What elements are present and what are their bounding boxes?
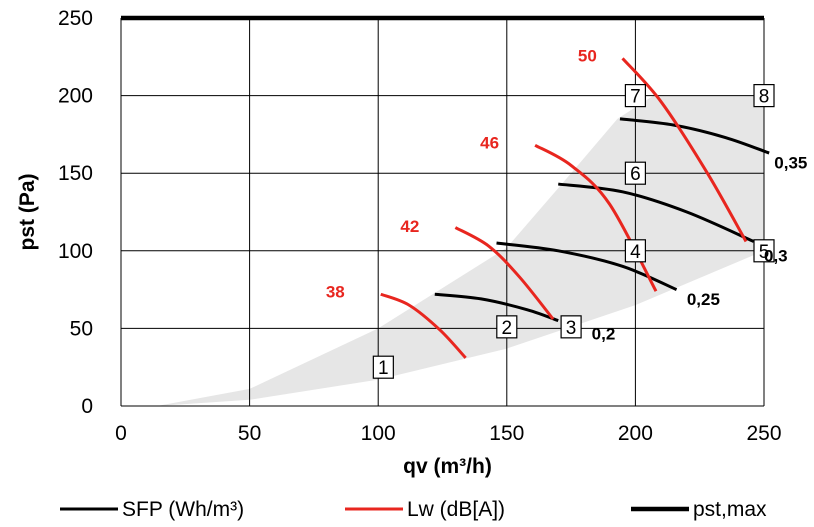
legend: SFP (Wh/m³) Lw (dB[A]) pst,max [60, 498, 767, 521]
box-number: 2 [502, 318, 513, 339]
operating-point-box: 6 [624, 161, 647, 185]
box-frame [753, 83, 775, 108]
x-tick-label: 150 [489, 422, 524, 445]
sfp-curve-label: 0,3 [764, 247, 788, 266]
y-axis-title: pst (Pa) [16, 173, 39, 250]
box-frame [624, 83, 647, 108]
box-frame [624, 161, 647, 185]
box-number: 4 [630, 242, 641, 263]
box-frame [560, 315, 582, 339]
box-frame [753, 239, 775, 263]
lw-curve-label: 46 [480, 133, 499, 152]
y-tick-label: 100 [58, 240, 93, 263]
legend-label: Lw (dB[A]) [407, 498, 505, 521]
lw-curve-label: 42 [400, 217, 419, 236]
y-tick-label: 150 [58, 162, 93, 185]
y-tick-label: 200 [58, 85, 93, 108]
box-number: 8 [759, 87, 770, 108]
x-tick-label: 50 [238, 422, 261, 445]
box-frame [496, 315, 518, 339]
operating-point-box: 4 [624, 239, 647, 263]
x-tick-label: 250 [746, 422, 781, 445]
box-frame [372, 355, 394, 379]
operating-point-boxes: 1 2 3 4 5 6 7 8 [372, 83, 775, 379]
box-number: 5 [759, 242, 770, 263]
box-frame [624, 239, 647, 263]
x-tick-label: 100 [361, 422, 396, 445]
x-axis-title: qv (m³/h) [403, 455, 492, 478]
lw-curve [454, 226, 555, 321]
sfp-curve [558, 182, 755, 243]
operating-point-box: 2 [496, 315, 518, 339]
x-tick-label: 0 [115, 422, 127, 445]
lw-curve-label: 38 [326, 282, 345, 301]
y-tick-label: 0 [81, 395, 93, 418]
operating-point-box: 8 [753, 83, 775, 108]
operating-point-box: 3 [560, 315, 582, 339]
x-tick-label: 200 [618, 422, 653, 445]
operating-point-box: 5 [753, 239, 775, 263]
sfp-curve [496, 241, 678, 291]
y-tick-label: 250 [58, 7, 93, 30]
operating-point-box: 1 [372, 355, 394, 379]
lw-curve [621, 57, 748, 243]
sfp-curve-label: 0,2 [592, 324, 616, 343]
lw-curve [380, 292, 467, 359]
sfp-curve-label: 0,35 [774, 154, 807, 173]
sfp-curve [434, 292, 559, 323]
legend-label: pst,max [693, 498, 767, 521]
y-tick-label: 50 [70, 317, 93, 340]
sfp-curve [619, 117, 770, 155]
sfp-curve-label: 0,25 [687, 290, 720, 309]
box-number: 6 [630, 164, 641, 185]
legend-label: SFP (Wh/m³) [122, 498, 244, 521]
box-number: 3 [566, 318, 577, 339]
operating-point-box: 7 [624, 83, 647, 108]
box-number: 7 [630, 87, 641, 108]
lw-curve-label: 50 [578, 46, 597, 65]
box-number: 1 [378, 358, 389, 379]
